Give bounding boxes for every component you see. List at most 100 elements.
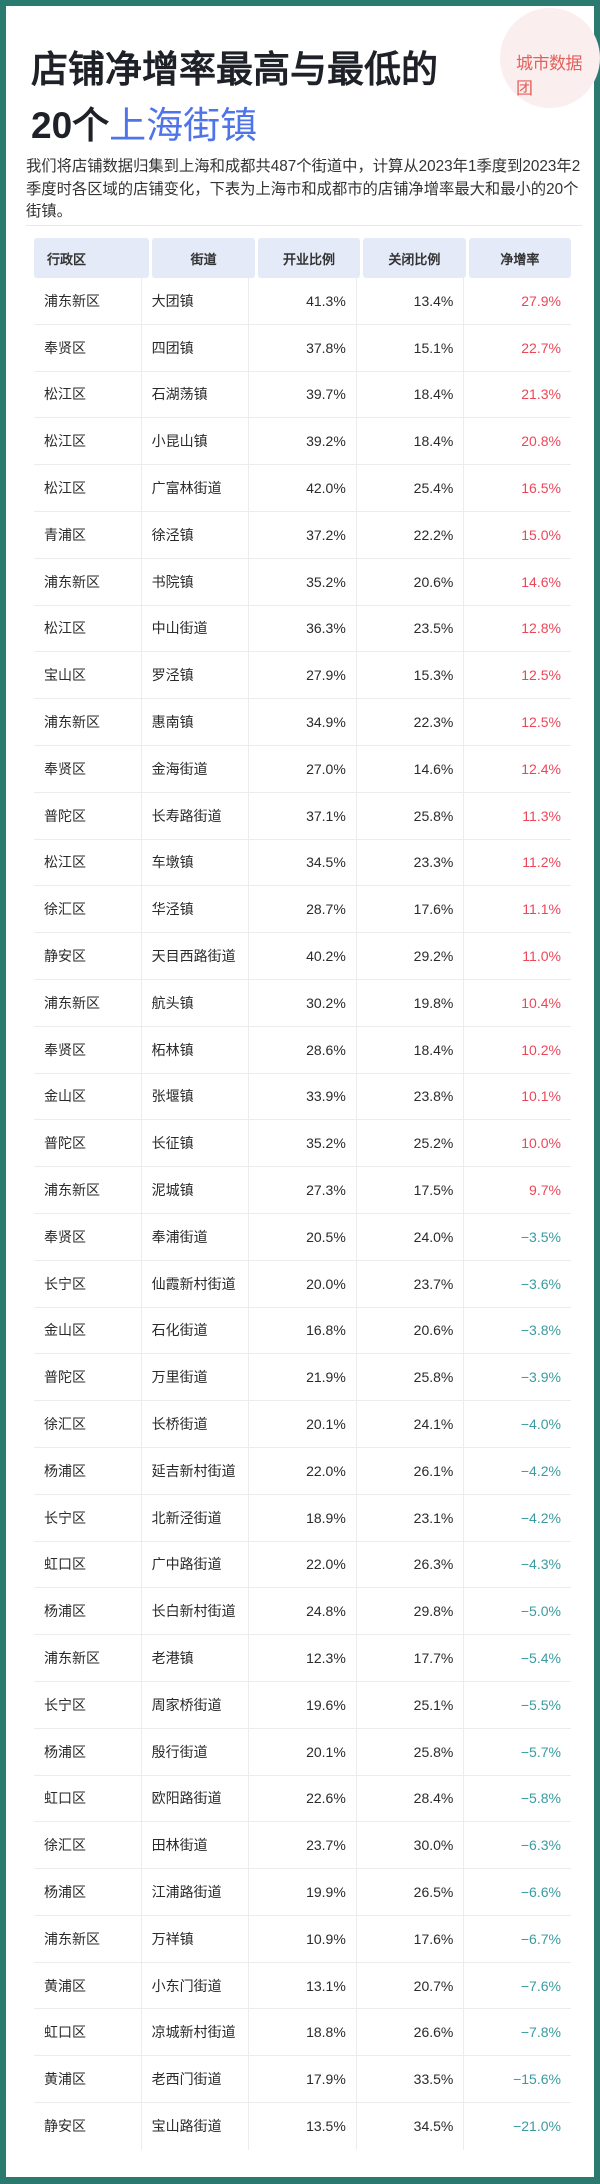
data-table: 行政区 街道 开业比例 关闭比例 净增率 浦东新区 大团镇 41.3% 13.4% 27.9% 奉…	[34, 238, 572, 2150]
street-cell: 华泾镇	[142, 886, 250, 933]
net-growth-cell: 22.7%	[521, 339, 561, 356]
close-ratio-cell: 25.8%	[357, 1354, 465, 1401]
net-growth-cell: −5.4%	[520, 1650, 561, 1666]
close-ratio-cell: 23.1%	[357, 1494, 465, 1541]
district-cell: 浦东新区	[34, 1167, 142, 1213]
open-ratio-cell: 28.6%	[249, 1026, 357, 1073]
close-ratio-cell: 17.7%	[357, 1635, 465, 1681]
net-growth-cell: 11.1%	[522, 901, 561, 918]
district-cell: 宝山区	[34, 652, 142, 699]
district-cell: 松江区	[34, 465, 142, 511]
close-ratio-cell: 20.6%	[357, 1307, 465, 1354]
open-ratio-cell: 22.0%	[249, 1447, 357, 1494]
table-row: 长宁区 北新泾街道 18.9% 23.1% −4.2%	[34, 1494, 571, 1542]
street-cell: 长白新村街道	[142, 1588, 250, 1635]
table-row: 虹口区 欧阳路街道 22.6% 28.4% −5.8%	[34, 1775, 571, 1823]
table-row: 杨浦区 延吉新村街道 22.0% 26.1% −4.2%	[34, 1447, 571, 1495]
title-line-1: 店铺净增率最高与最低的	[31, 49, 438, 90]
table-row: 徐汇区 华泾镇 28.7% 17.6% 11.1%	[34, 886, 571, 934]
column-header: 关闭比例	[363, 238, 466, 278]
street-cell: 广中路街道	[142, 1541, 250, 1588]
column-header: 街道	[152, 238, 255, 278]
street-cell: 小昆山镇	[142, 418, 250, 465]
net-growth-cell: 12.8%	[521, 620, 561, 637]
district-cell: 杨浦区	[34, 1447, 142, 1494]
table-row: 松江区 广富林街道 42.0% 25.4% 16.5%	[34, 465, 571, 512]
district-cell: 黄浦区	[34, 1962, 142, 2009]
close-ratio-cell: 17.6%	[357, 1915, 465, 1962]
open-ratio-cell: 18.8%	[249, 2009, 357, 2056]
district-cell: 浦东新区	[34, 699, 142, 745]
street-cell: 长寿路街道	[142, 792, 250, 839]
page-title: 店铺净增率最高与最低的 20个上海街镇	[31, 42, 438, 154]
district-cell: 松江区	[34, 371, 142, 418]
open-ratio-cell: 23.7%	[249, 1822, 357, 1869]
street-cell: 车墩镇	[142, 839, 250, 886]
close-ratio-cell: 23.8%	[357, 1073, 465, 1120]
district-cell: 奉贤区	[34, 1026, 142, 1073]
table-row: 金山区 张堰镇 33.9% 23.8% 10.1%	[34, 1073, 571, 1121]
table-row: 徐汇区 田林街道 23.7% 30.0% −6.3%	[34, 1822, 571, 1870]
net-growth-cell: −21.0%	[513, 2118, 561, 2135]
table-row: 长宁区 周家桥街道 19.6% 25.1% −5.5%	[34, 1681, 571, 1729]
table-row: 浦东新区 老港镇 12.3% 17.7% −5.4%	[34, 1635, 571, 1682]
net-growth-cell: −15.6%	[513, 2071, 561, 2088]
table-row: 虹口区 广中路街道 22.0% 26.3% −4.3%	[34, 1541, 571, 1589]
close-ratio-cell: 28.4%	[357, 1775, 465, 1822]
open-ratio-cell: 22.6%	[249, 1775, 357, 1822]
net-growth-cell: 10.2%	[521, 1041, 561, 1058]
district-cell: 浦东新区	[34, 1915, 142, 1962]
open-ratio-cell: 34.5%	[249, 839, 357, 886]
close-ratio-cell: 18.4%	[357, 371, 465, 418]
close-ratio-cell: 18.4%	[357, 418, 465, 465]
open-ratio-cell: 37.1%	[249, 792, 357, 839]
district-cell: 松江区	[34, 418, 142, 465]
district-cell: 虹口区	[34, 1775, 142, 1822]
street-cell: 石湖荡镇	[142, 371, 250, 418]
close-ratio-cell: 22.2%	[357, 511, 465, 558]
street-cell: 大团镇	[142, 278, 250, 324]
close-ratio-cell: 34.5%	[357, 2103, 465, 2150]
district-cell: 杨浦区	[34, 1728, 142, 1775]
close-ratio-cell: 22.3%	[357, 699, 465, 745]
district-cell: 普陀区	[34, 1354, 142, 1401]
street-cell: 罗泾镇	[142, 652, 250, 699]
net-growth-cell: 20.8%	[521, 433, 561, 450]
close-ratio-cell: 24.0%	[357, 1213, 465, 1260]
street-cell: 延吉新村街道	[142, 1447, 250, 1494]
street-cell: 天目西路街道	[142, 933, 250, 979]
open-ratio-cell: 35.2%	[249, 1120, 357, 1167]
street-cell: 长征镇	[142, 1120, 250, 1167]
district-cell: 杨浦区	[34, 1869, 142, 1915]
net-growth-cell: −3.5%	[520, 1228, 561, 1245]
district-cell: 静安区	[34, 933, 142, 979]
street-cell: 四团镇	[142, 324, 250, 371]
close-ratio-cell: 14.6%	[357, 745, 465, 792]
open-ratio-cell: 13.1%	[249, 1962, 357, 2009]
net-growth-cell: −5.0%	[520, 1603, 561, 1620]
close-ratio-cell: 18.4%	[357, 1026, 465, 1073]
table-row: 青浦区 徐泾镇 37.2% 22.2% 15.0%	[34, 511, 571, 559]
net-growth-cell: 10.0%	[521, 1135, 561, 1152]
table-row: 黄浦区 老西门街道 17.9% 33.5% −15.6%	[34, 2056, 571, 2104]
open-ratio-cell: 20.5%	[249, 1213, 357, 1260]
close-ratio-cell: 24.1%	[357, 1401, 465, 1447]
open-ratio-cell: 24.8%	[249, 1588, 357, 1635]
net-growth-cell: −6.6%	[520, 1883, 561, 1900]
street-cell: 欧阳路街道	[142, 1775, 250, 1822]
table-row: 静安区 宝山路街道 13.5% 34.5% −21.0%	[34, 2103, 571, 2150]
net-growth-cell: −4.0%	[520, 1416, 561, 1433]
net-growth-cell: −7.6%	[520, 1977, 561, 1994]
district-cell: 普陀区	[34, 1120, 142, 1167]
street-cell: 柘林镇	[142, 1026, 250, 1073]
district-cell: 奉贤区	[34, 324, 142, 371]
table-row: 松江区 车墩镇 34.5% 23.3% 11.2%	[34, 839, 571, 887]
column-header: 行政区	[34, 238, 150, 278]
close-ratio-cell: 29.2%	[357, 933, 465, 979]
table-body: 浦东新区 大团镇 41.3% 13.4% 27.9% 奉贤区 四团镇 37.8% 15.1% 22…	[34, 278, 571, 2150]
district-cell: 金山区	[34, 1073, 142, 1120]
open-ratio-cell: 39.2%	[249, 418, 357, 465]
district-cell: 青浦区	[34, 511, 142, 558]
open-ratio-cell: 19.6%	[249, 1681, 357, 1728]
district-cell: 奉贤区	[34, 1213, 142, 1260]
